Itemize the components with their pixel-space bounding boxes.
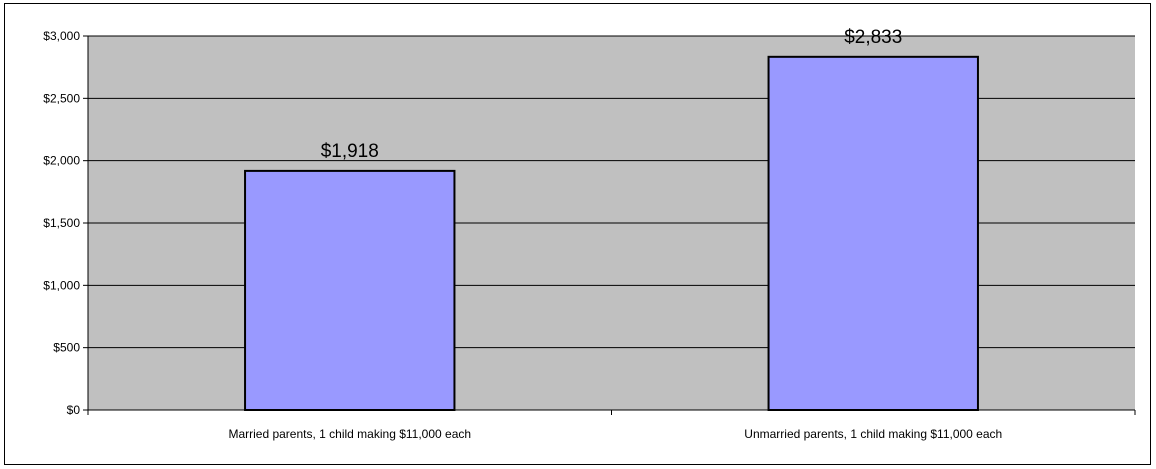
data-label: $1,918 <box>321 141 379 162</box>
y-tick-label: $1,500 <box>43 216 80 230</box>
data-label: $2,833 <box>844 27 902 48</box>
y-tick-label: $2,000 <box>43 154 80 168</box>
x-category-label: Married parents, 1 child making $11,000 … <box>228 427 471 441</box>
y-tick-label: $1,000 <box>43 278 80 292</box>
labels: $0 $500 $1,000 $1,500 $2,000 $2,500 $3,000 $1,9… <box>43 27 1002 441</box>
y-tick-label: $2,500 <box>43 91 80 105</box>
x-category-label: Unmarried parents, 1 child making $11,00… <box>744 427 1002 441</box>
bar <box>244 169 456 411</box>
bars <box>244 55 979 411</box>
y-tick-label: $3,000 <box>43 29 80 43</box>
bar <box>767 55 979 411</box>
axes <box>83 35 1136 415</box>
y-tick-label: $0 <box>67 403 81 417</box>
y-tick-label: $500 <box>53 341 80 355</box>
